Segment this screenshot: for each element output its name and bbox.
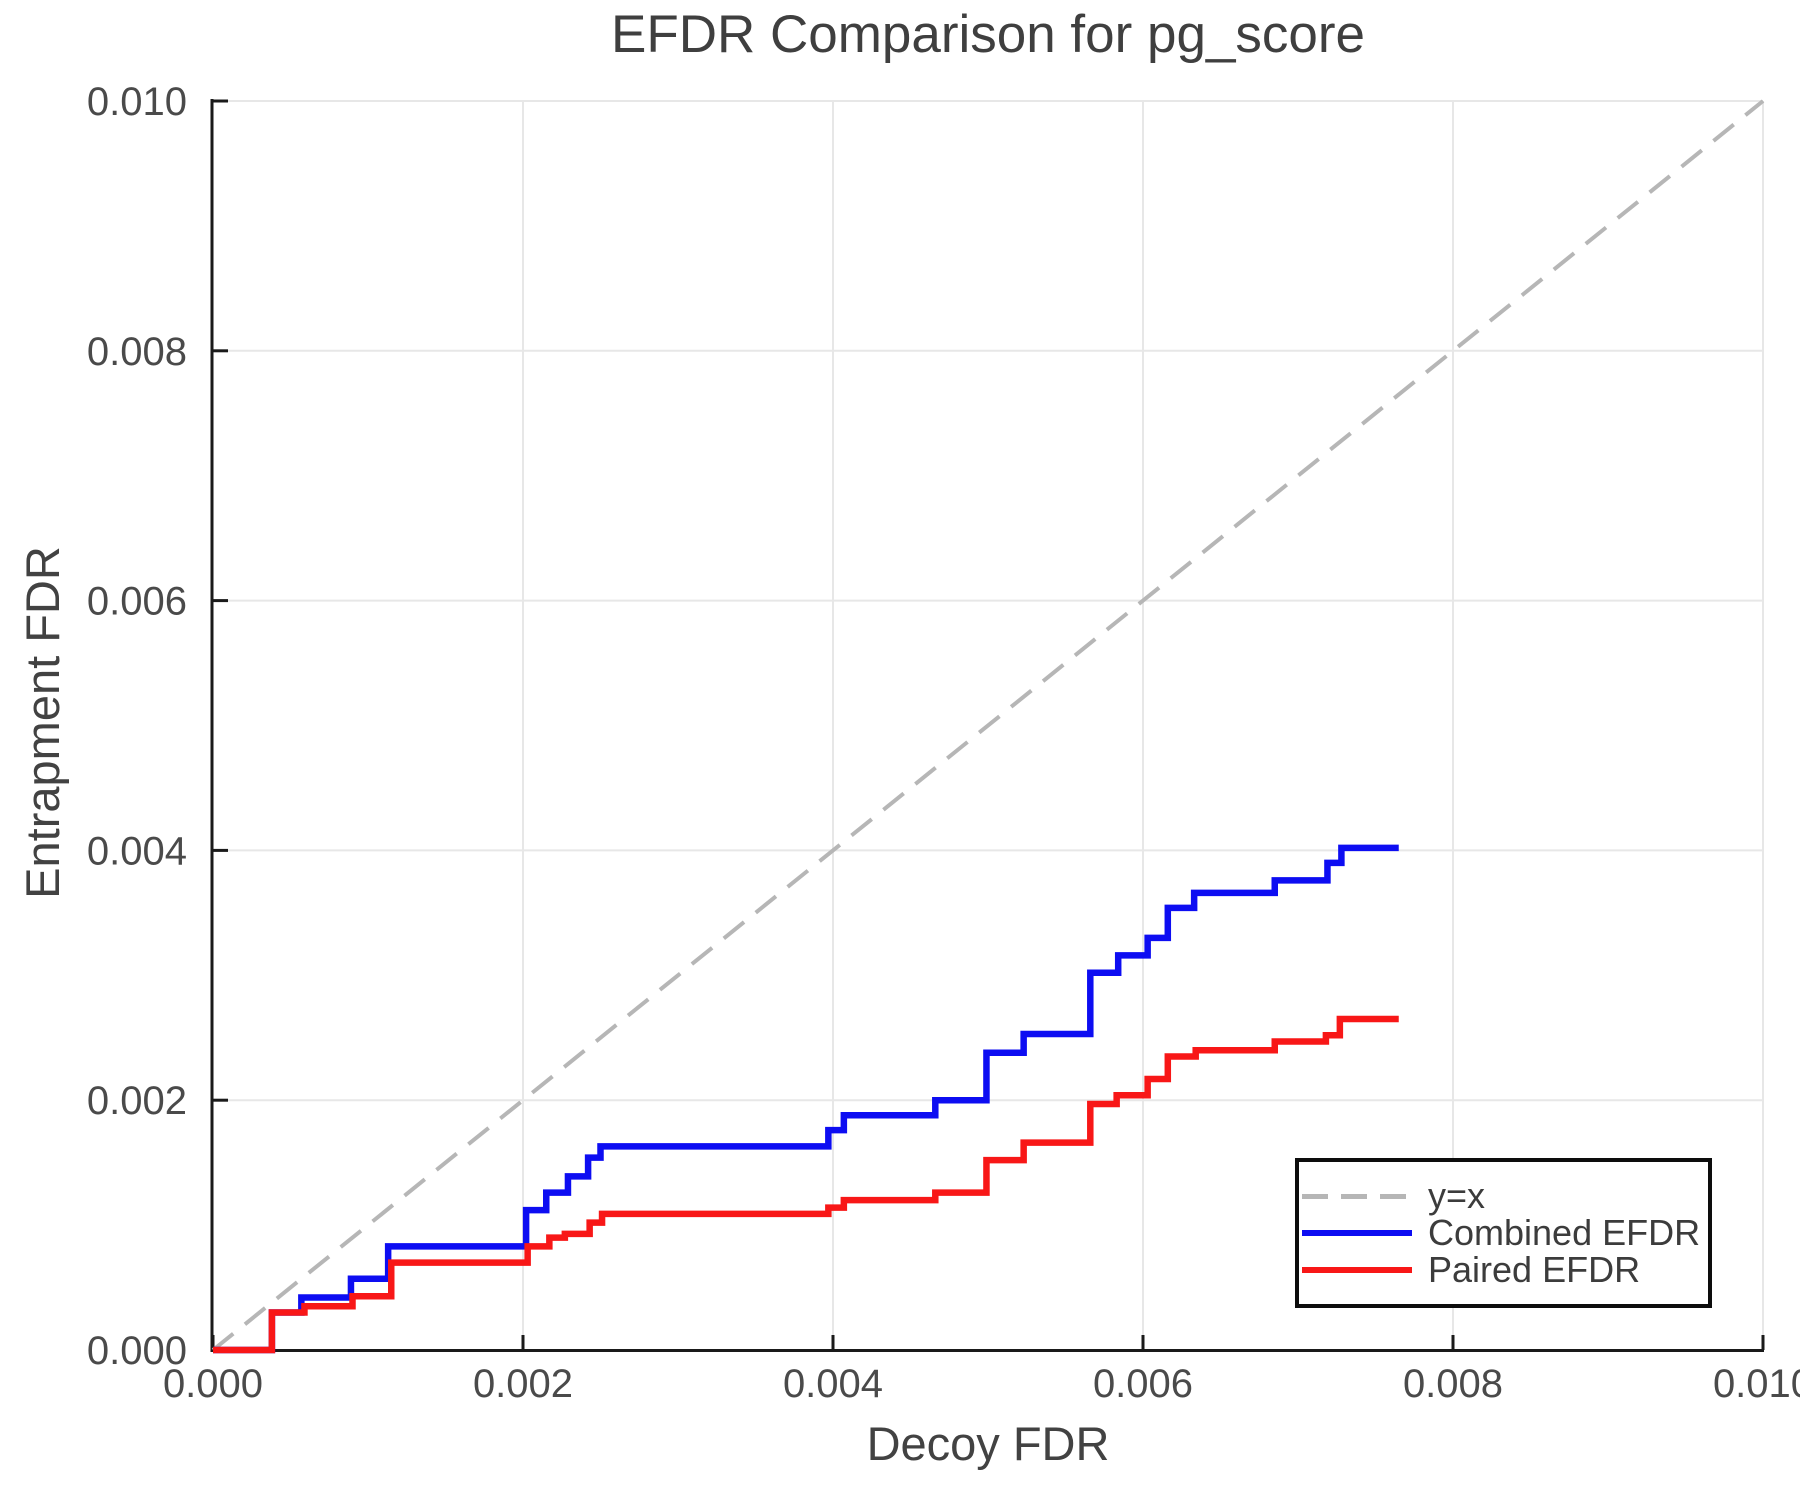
legend: y=x Combined EFDR Paired EFDR <box>1295 1158 1712 1308</box>
x-tick-label: 0.010 <box>1713 1362 1800 1406</box>
y-tick-label: 0.002 <box>87 1079 187 1123</box>
y-tick-label: 0.006 <box>87 580 187 624</box>
y-tick-label: 0.008 <box>87 330 187 374</box>
x-tick-label: 0.006 <box>1093 1362 1193 1406</box>
legend-label-identity: y=x <box>1428 1175 1486 1216</box>
x-axis-title: Decoy FDR <box>866 1417 1110 1470</box>
paired-efdr-line-swatch-icon <box>1302 1267 1412 1273</box>
x-tick-label: 0.004 <box>783 1362 883 1406</box>
chart-title: EFDR Comparison for pg_score <box>610 5 1366 64</box>
legend-label-paired-efdr: Paired EFDR <box>1428 1249 1641 1290</box>
legend-entry-paired-efdr: Paired EFDR <box>1299 1249 1708 1290</box>
y-tick-label: 0.000 <box>87 1329 187 1373</box>
identity-reference-line <box>211 99 1765 1352</box>
paired-efdr-line <box>213 1015 1399 1354</box>
identity-line-swatch-icon <box>1302 1193 1412 1199</box>
legend-label-combined-efdr: Combined EFDR <box>1428 1212 1701 1253</box>
y-tick-label: 0.004 <box>87 829 187 873</box>
legend-entry-identity: y=x <box>1299 1175 1708 1216</box>
x-tick-label: 0.002 <box>473 1362 573 1406</box>
combined-efdr-line-swatch-icon <box>1302 1230 1412 1236</box>
y-tick-label: 0.010 <box>87 80 187 124</box>
legend-entry-combined-efdr: Combined EFDR <box>1299 1212 1708 1253</box>
x-tick-label: 0.000 <box>163 1362 263 1406</box>
x-tick-label: 0.008 <box>1403 1362 1503 1406</box>
